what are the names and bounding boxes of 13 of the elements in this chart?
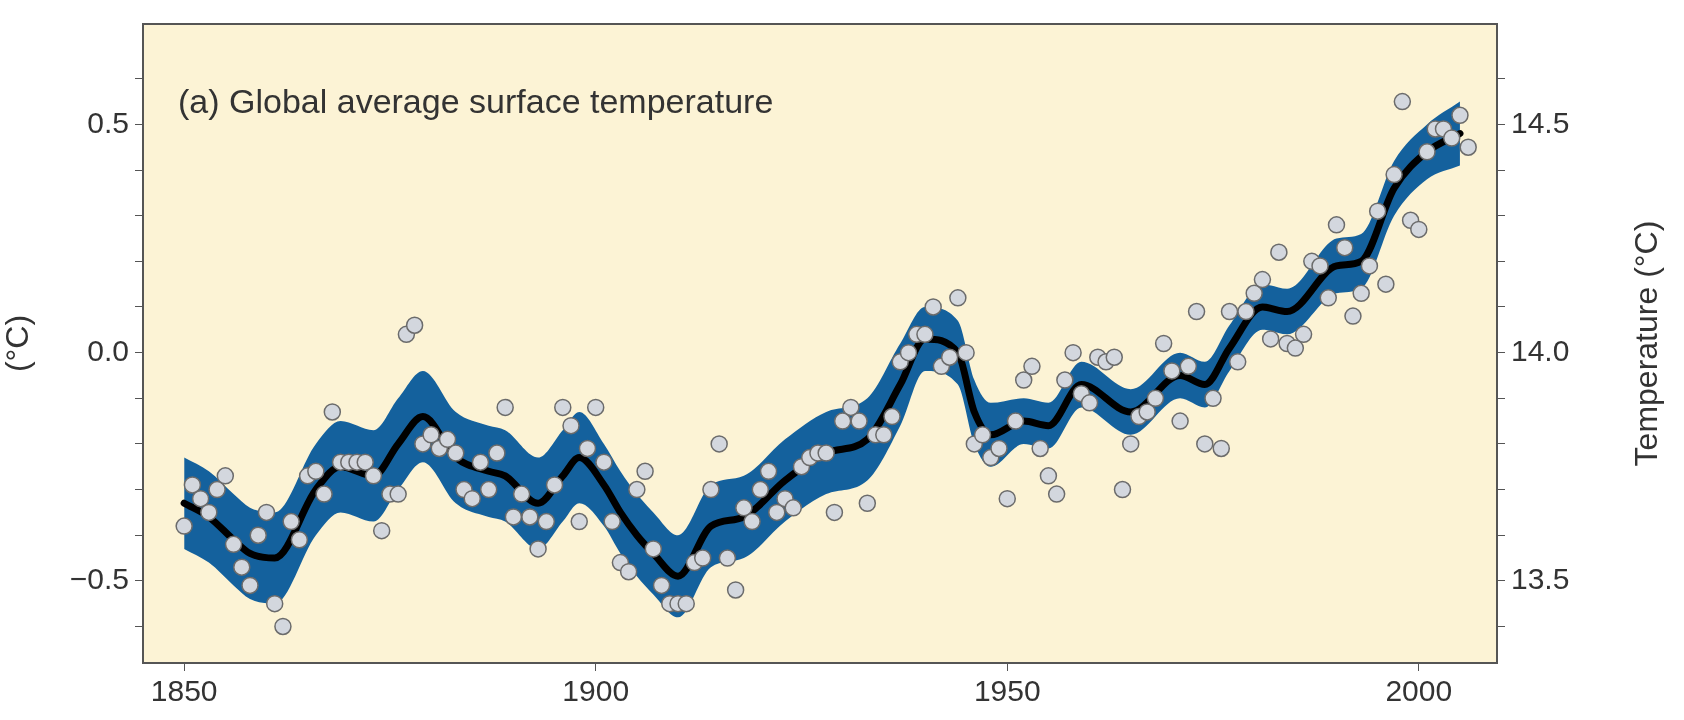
- y2-tick-label: 13.5: [1511, 562, 1570, 596]
- x-tick-label: 1900: [562, 674, 630, 708]
- y2-tick-label: 14.0: [1511, 333, 1570, 367]
- y-axis-title: (°C): [0, 314, 36, 373]
- y2-tick-label: 14.5: [1511, 105, 1570, 139]
- y-tick-label: 0.5: [87, 105, 129, 139]
- x-tick-label: 1850: [150, 674, 218, 708]
- y-tick-label: 0.0: [87, 333, 129, 367]
- x-tick-label: 1950: [973, 674, 1041, 708]
- y2-axis-title: Temperature (°C): [1627, 220, 1664, 467]
- text: (a) Global average surface temperature: [178, 82, 774, 121]
- x-tick-label: 2000: [1385, 674, 1453, 708]
- y-tick-label: −0.5: [69, 562, 129, 596]
